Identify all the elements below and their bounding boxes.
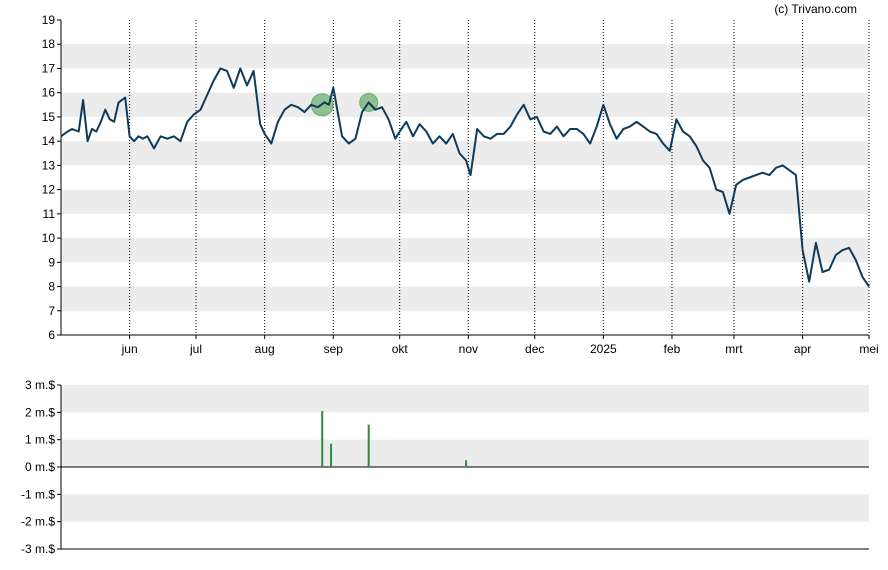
- y-tick-label: 9: [48, 255, 55, 269]
- volume-bars: [321, 410, 468, 467]
- y-tick-label: 16: [42, 86, 56, 100]
- price-x-axis-ticks: jun jul aug sep okt nov dec 2025 feb mrt apr mei: [121, 335, 879, 356]
- credit-label: (c) Trivano.com: [774, 2, 857, 16]
- y-tick-label: 11: [43, 207, 56, 221]
- volume-band: [61, 439, 869, 467]
- price-band: [61, 189, 869, 214]
- price-band: [61, 286, 869, 311]
- y-tick-label: 6: [48, 328, 55, 342]
- x-tick-label: okt: [392, 342, 409, 356]
- x-tick-label: aug: [255, 342, 275, 356]
- volume-panel-bands: [61, 385, 869, 522]
- x-tick-label: jun: [121, 342, 138, 356]
- x-tick-label: apr: [794, 342, 811, 356]
- volume-y-tick-label: -2 m.$: [21, 515, 55, 529]
- y-tick-label: 7: [48, 304, 55, 318]
- x-tick-label: dec: [525, 342, 544, 356]
- volume-y-tick-label: 1 m.$: [25, 433, 55, 447]
- y-tick-label: 17: [42, 61, 56, 75]
- x-tick-label: nov: [459, 342, 478, 356]
- x-tick-label: jul: [189, 342, 202, 356]
- price-series: [60, 67, 870, 288]
- price-band: [61, 141, 869, 166]
- y-tick-label: 13: [42, 158, 56, 172]
- y-tick-label: 12: [42, 183, 56, 197]
- volume-band: [61, 494, 869, 522]
- price-band: [61, 92, 869, 117]
- y-tick-label: 19: [42, 13, 56, 27]
- volume-y-tick-label: 3 m.$: [25, 378, 55, 392]
- x-tick-label: 2025: [590, 342, 617, 356]
- volume-y-tick-label: 0 m.$: [25, 460, 55, 474]
- x-tick-label: feb: [664, 342, 681, 356]
- volume-y-tick-label: -1 m.$: [21, 487, 55, 501]
- price-band: [61, 44, 869, 69]
- price-line: [60, 67, 870, 288]
- y-tick-label: 8: [48, 280, 55, 294]
- price-y-axis-ticks: 6 7 8 9 10 11 12 13 14 15 16 17 18 19: [42, 13, 61, 342]
- volume-band: [61, 385, 869, 413]
- x-tick-label: mrt: [725, 342, 743, 356]
- volume-y-axis-ticks: -3 m.$ -2 m.$ -1 m.$ 0 m.$ 1 m.$ 2 m.$ 3 m.$: [21, 378, 61, 556]
- y-tick-label: 10: [42, 231, 56, 245]
- y-tick-label: 14: [42, 134, 56, 148]
- volume-y-tick-label: 2 m.$: [25, 405, 55, 419]
- y-tick-label: 18: [42, 37, 56, 51]
- x-tick-label: sep: [324, 342, 344, 356]
- price-band: [61, 238, 869, 263]
- volume-y-tick-label: -3 m.$: [21, 542, 55, 556]
- y-tick-label: 15: [42, 110, 56, 124]
- x-tick-label: mei: [859, 342, 878, 356]
